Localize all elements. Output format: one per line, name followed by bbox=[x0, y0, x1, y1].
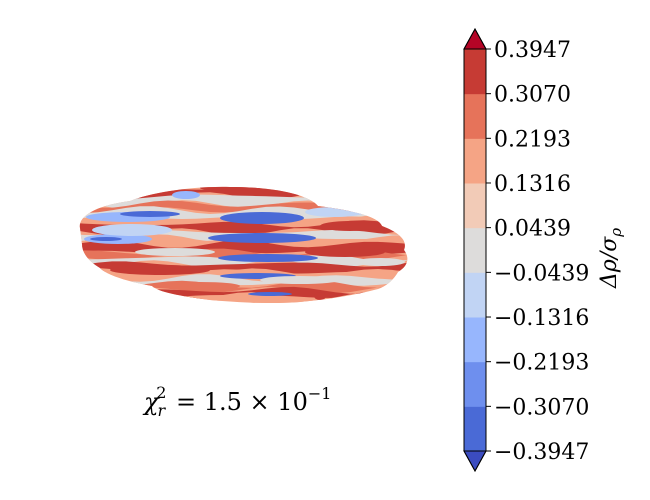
disc-patch bbox=[160, 282, 240, 290]
disc-patch bbox=[200, 186, 260, 191]
colorbar-tick-label: 0.1316 bbox=[494, 172, 571, 197]
colorbar-band bbox=[464, 138, 486, 184]
colorbar-tick-label: −0.1316 bbox=[494, 306, 589, 331]
disc-patch bbox=[110, 265, 210, 275]
colorbar-band bbox=[464, 183, 486, 229]
disc-patch bbox=[320, 221, 380, 231]
colorbar-tick-label: −0.3947 bbox=[494, 440, 589, 465]
disc-patch bbox=[305, 247, 385, 257]
chi-exponent: −1 bbox=[308, 384, 332, 403]
disc-stratum bbox=[79, 261, 408, 276]
chi-squared-annotation: χr2 = 1.5 × 10−1 bbox=[142, 383, 331, 420]
colorbar-band bbox=[464, 406, 486, 452]
disc-patch bbox=[135, 248, 215, 256]
disc-patch bbox=[260, 276, 340, 284]
disc-stratum bbox=[79, 292, 408, 304]
colorbar-band bbox=[464, 272, 486, 318]
colorbar-label-main: Δρ/σ bbox=[597, 236, 622, 289]
colorbar-band bbox=[464, 93, 486, 139]
colorbar-label-sub: ρ bbox=[607, 228, 625, 238]
disc-patch bbox=[208, 233, 316, 243]
colorbar-extend-over bbox=[463, 27, 487, 50]
residual-disc-map bbox=[79, 186, 408, 304]
colorbar-tick-label: 0.0439 bbox=[494, 217, 571, 242]
colorbar-band bbox=[464, 49, 486, 95]
chi-superscript: 2 bbox=[156, 383, 166, 402]
colorbar-tick-label: −0.0439 bbox=[494, 261, 589, 286]
disc-patch bbox=[355, 258, 405, 266]
disc-patch bbox=[120, 211, 180, 217]
colorbar-label: Δρ/σρ bbox=[597, 228, 625, 289]
disc-stratum bbox=[79, 186, 408, 200]
disc-patch bbox=[172, 191, 200, 199]
colorbar-tick-label: −0.3070 bbox=[494, 395, 589, 420]
disc-patch bbox=[92, 224, 172, 236]
colorbar-tick-label: 0.2193 bbox=[494, 127, 571, 152]
disc-patch bbox=[220, 212, 304, 224]
disc-patch bbox=[248, 292, 292, 296]
disc-patch bbox=[218, 254, 318, 262]
colorbar-band bbox=[464, 317, 486, 363]
colorbar-band bbox=[464, 227, 486, 273]
colorbar-band bbox=[464, 361, 486, 407]
colorbar-extend-under bbox=[463, 450, 487, 473]
disc-patch bbox=[305, 207, 365, 217]
disc-stratum bbox=[79, 280, 408, 294]
disc-patch bbox=[314, 292, 326, 300]
colorbar-tick-label: 0.3947 bbox=[494, 38, 571, 63]
colorbar-tick-label: −0.2193 bbox=[494, 351, 589, 376]
chi-subscript: r bbox=[158, 401, 167, 420]
disc-patch bbox=[90, 237, 122, 241]
chi-symbol: χ bbox=[142, 388, 160, 416]
colorbar: −0.3947 −0.3070 −0.2193 −0.1316 −0.0439 0.043… bbox=[463, 27, 589, 473]
colorbar-tick-label: 0.3070 bbox=[494, 83, 571, 108]
chi-equals-text: = 1.5 × 10 bbox=[168, 388, 307, 416]
